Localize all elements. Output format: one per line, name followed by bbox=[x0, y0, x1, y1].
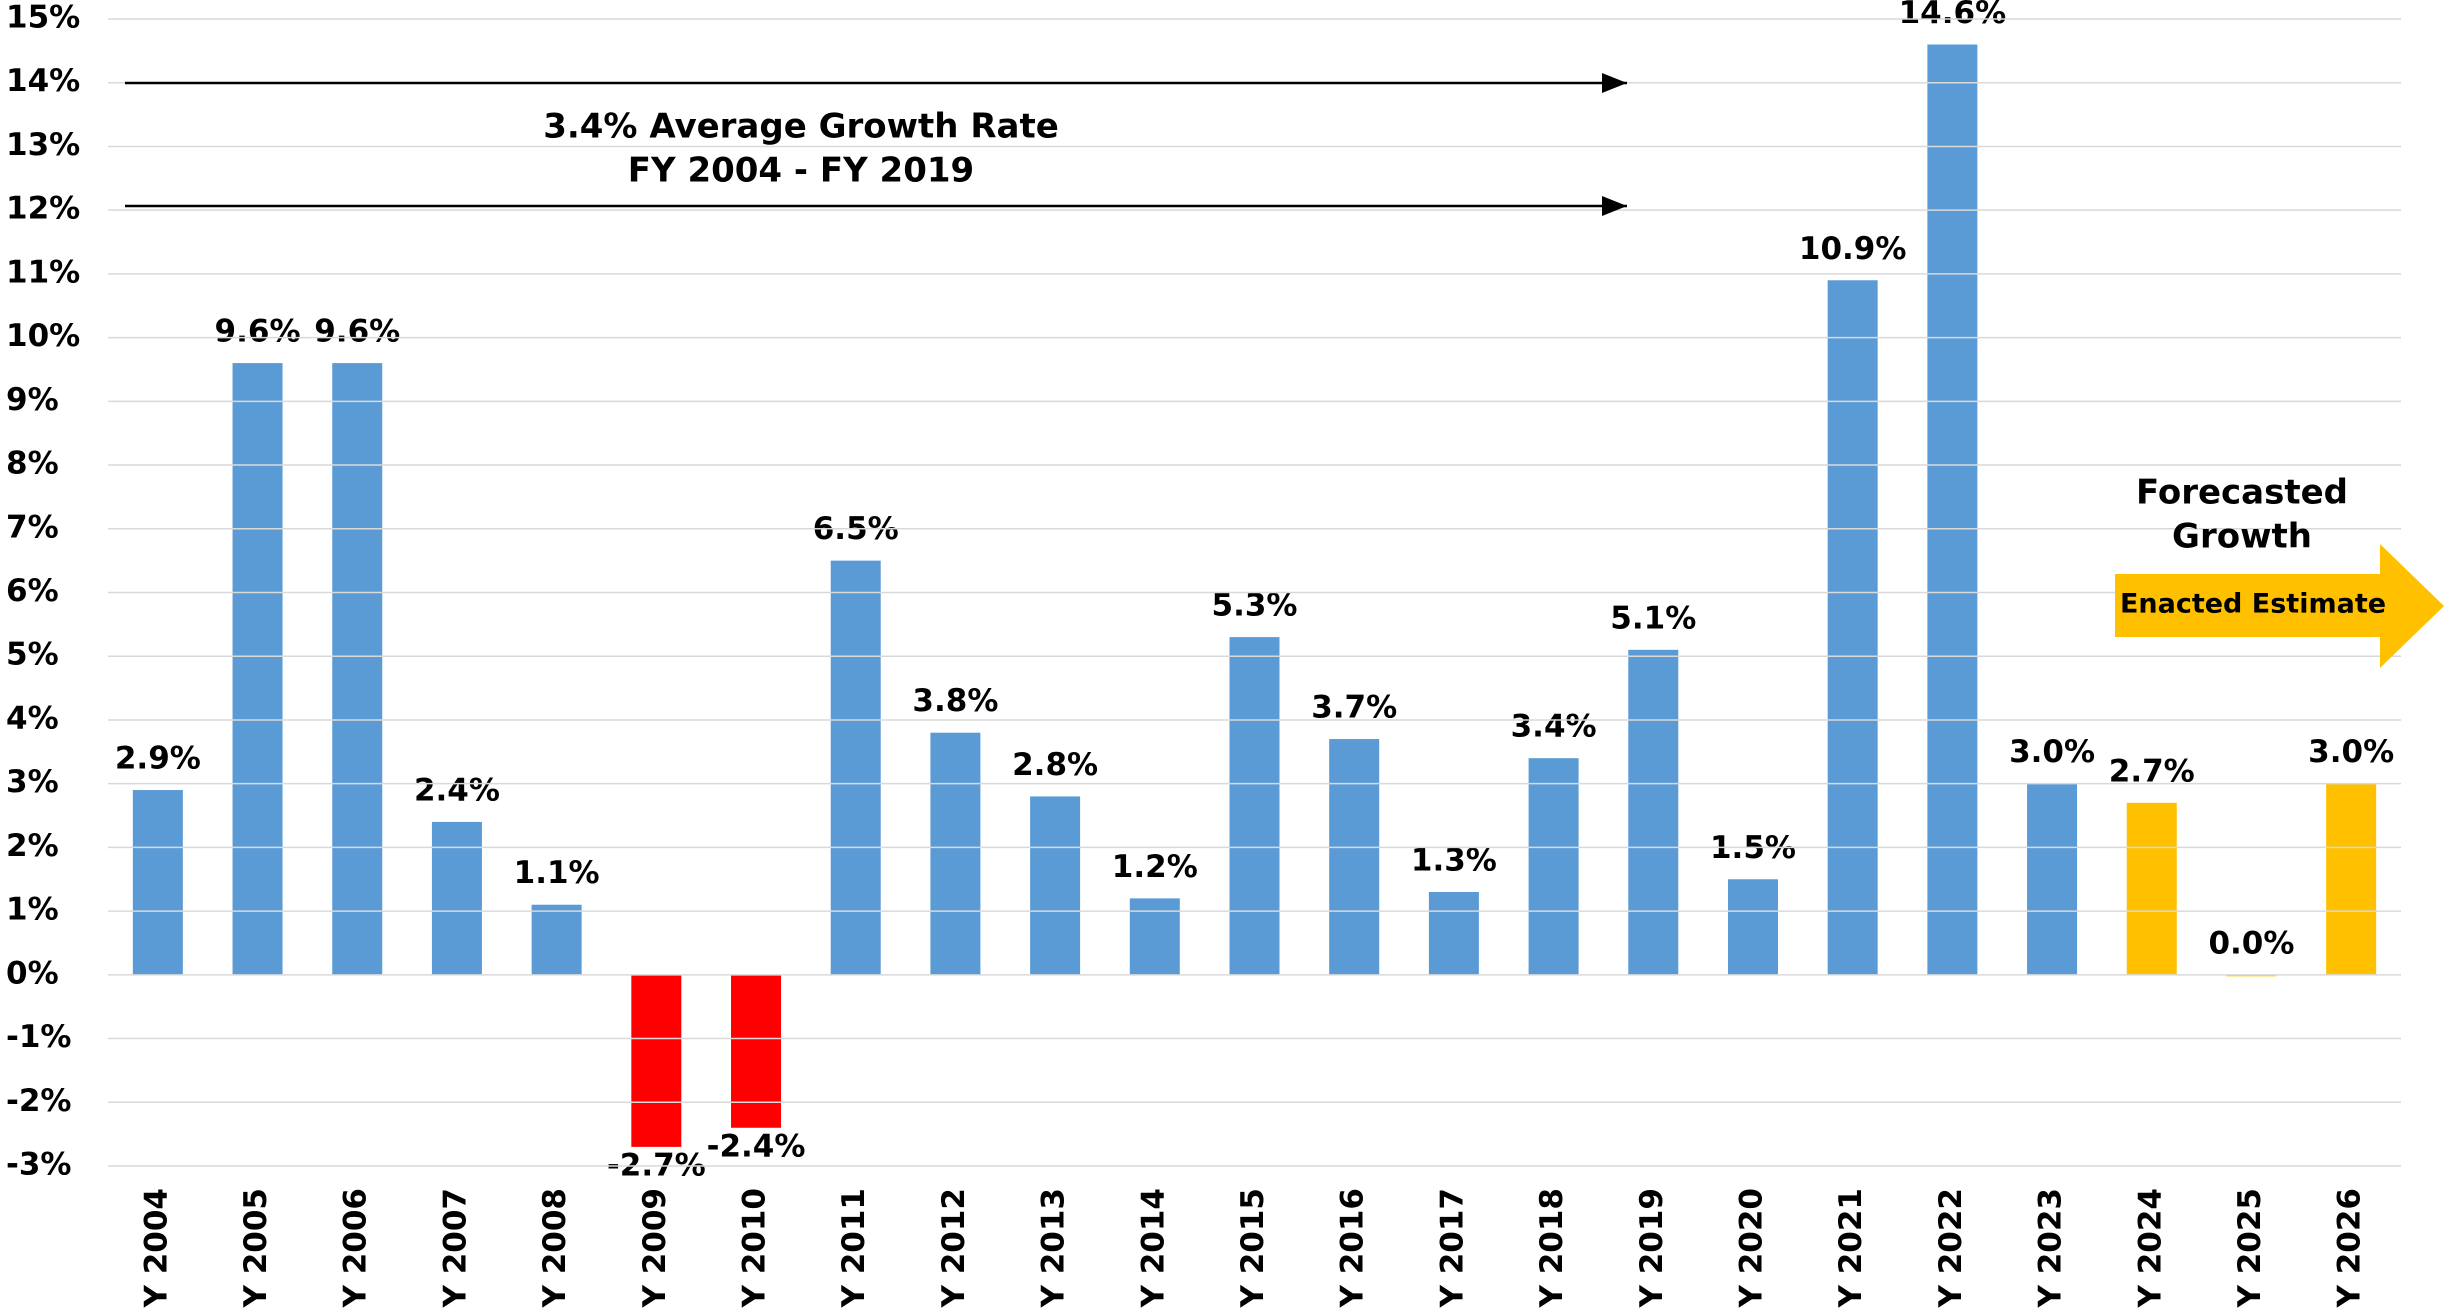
bar bbox=[431, 821, 482, 975]
y-tick-label: 3% bbox=[6, 764, 59, 800]
bar bbox=[1628, 649, 1679, 975]
data-label: -2.4% bbox=[707, 1128, 806, 1164]
x-tick-label: FY 2010 bbox=[737, 1188, 773, 1310]
y-tick-label: 4% bbox=[6, 700, 59, 736]
data-label: 1.2% bbox=[1112, 849, 1198, 885]
y-tick-label: 5% bbox=[6, 637, 59, 673]
x-tick-label: FY 2024 bbox=[2132, 1188, 2168, 1310]
data-label: 2.4% bbox=[414, 772, 500, 808]
bar bbox=[1329, 739, 1380, 975]
bar bbox=[1528, 758, 1579, 975]
annotation: Enacted Estimate bbox=[2120, 589, 2386, 620]
y-tick-label: 14% bbox=[6, 63, 80, 99]
bar bbox=[132, 790, 183, 975]
x-tick-label: FY 2018 bbox=[1534, 1188, 1570, 1310]
y-tick-label: 11% bbox=[6, 254, 80, 290]
bar bbox=[631, 974, 682, 1147]
bar bbox=[930, 732, 981, 975]
forecast-arrow bbox=[2115, 544, 2444, 668]
bar bbox=[2126, 802, 2177, 975]
data-label: 0.0% bbox=[2208, 925, 2294, 961]
bar bbox=[1428, 891, 1479, 975]
y-tick-label: 6% bbox=[6, 573, 59, 609]
x-tick-label: FY 2011 bbox=[836, 1188, 872, 1310]
x-tick-label: FY 2007 bbox=[437, 1188, 473, 1310]
data-label: 10.9% bbox=[1799, 231, 1907, 267]
x-tick-label: FY 2020 bbox=[1733, 1188, 1769, 1310]
bar bbox=[232, 363, 283, 975]
data-label: 3.4% bbox=[1511, 709, 1597, 745]
y-tick-label: -1% bbox=[6, 1019, 72, 1055]
data-label: 5.1% bbox=[1610, 600, 1696, 636]
annotation: Growth bbox=[2172, 517, 2312, 557]
bar bbox=[1827, 280, 1878, 975]
bar bbox=[2326, 783, 2377, 975]
bar bbox=[1727, 879, 1778, 975]
y-tick-label: 10% bbox=[6, 318, 80, 354]
y-tick-label: 15% bbox=[6, 0, 80, 36]
bar bbox=[332, 363, 383, 975]
data-label: 1.1% bbox=[514, 855, 600, 891]
data-label: 3.8% bbox=[912, 683, 998, 719]
x-tick-label: FY 2008 bbox=[537, 1188, 573, 1310]
annotation: FY 2004 - FY 2019 bbox=[628, 151, 974, 191]
y-tick-label: 2% bbox=[6, 828, 59, 864]
bar bbox=[531, 904, 582, 975]
x-tick-label: FY 2005 bbox=[238, 1188, 274, 1310]
y-tick-label: 1% bbox=[6, 892, 59, 928]
data-label: 2.8% bbox=[1012, 747, 1098, 783]
data-label: 14.6% bbox=[1899, 0, 2007, 31]
x-tick-label: FY 2019 bbox=[1634, 1188, 1670, 1310]
annotation: Forecasted bbox=[2136, 473, 2348, 513]
x-tick-label: FY 2006 bbox=[338, 1188, 374, 1310]
y-tick-label: -2% bbox=[6, 1083, 72, 1119]
y-tick-label: 13% bbox=[6, 127, 80, 163]
data-label: 1.3% bbox=[1411, 842, 1497, 878]
x-tick-label: FY 2026 bbox=[2332, 1188, 2368, 1310]
y-tick-label: -3% bbox=[6, 1147, 72, 1183]
bar bbox=[731, 974, 782, 1128]
y-tick-label: 12% bbox=[6, 191, 80, 227]
x-tick-label: FY 2017 bbox=[1434, 1188, 1470, 1310]
y-tick-label: 8% bbox=[6, 446, 59, 482]
x-tick-label: FY 2014 bbox=[1135, 1188, 1171, 1310]
bar bbox=[1927, 44, 1978, 975]
x-tick-label: FY 2013 bbox=[1036, 1188, 1072, 1310]
data-label: 9.6% bbox=[314, 314, 400, 350]
bar bbox=[1030, 796, 1081, 975]
data-label: 2.9% bbox=[115, 741, 201, 777]
data-label: 3.0% bbox=[2308, 734, 2394, 770]
x-tick-label: FY 2004 bbox=[138, 1188, 174, 1310]
data-label: 3.0% bbox=[2009, 734, 2095, 770]
y-tick-label: 7% bbox=[6, 509, 59, 545]
x-tick-label: FY 2015 bbox=[1235, 1188, 1271, 1310]
x-tick-label: FY 2012 bbox=[936, 1188, 972, 1310]
bar bbox=[2027, 783, 2078, 975]
x-tick-label: FY 2022 bbox=[1933, 1188, 1969, 1310]
bar bbox=[1229, 637, 1280, 975]
x-tick-label: FY 2021 bbox=[1833, 1188, 1869, 1310]
annotation: 3.4% Average Growth Rate bbox=[543, 107, 1059, 147]
y-tick-label: 0% bbox=[6, 955, 59, 991]
bar bbox=[1129, 898, 1180, 975]
y-tick-label: 9% bbox=[6, 382, 59, 418]
bar bbox=[830, 560, 881, 975]
data-label: 9.6% bbox=[215, 314, 301, 350]
x-tick-label: FY 2025 bbox=[2232, 1188, 2268, 1310]
x-tick-label: FY 2016 bbox=[1335, 1188, 1371, 1310]
data-label: 5.3% bbox=[1212, 588, 1298, 624]
x-tick-label: FY 2009 bbox=[637, 1188, 673, 1310]
x-tick-label: FY 2023 bbox=[2033, 1188, 2069, 1310]
